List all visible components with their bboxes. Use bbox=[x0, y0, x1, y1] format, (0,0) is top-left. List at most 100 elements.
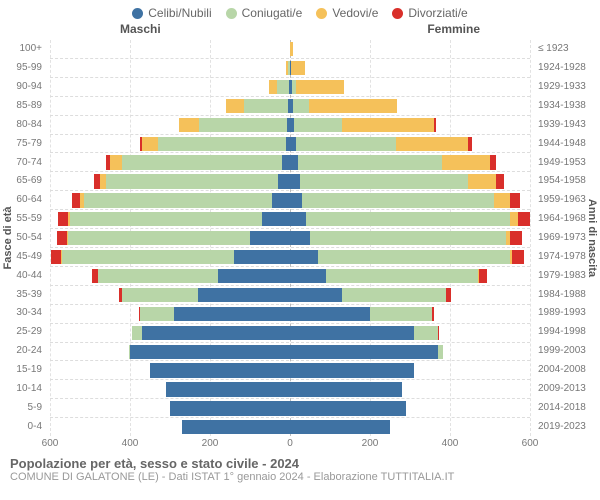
bar-segment bbox=[72, 193, 80, 207]
chart-area: Fasce di età Anni di nascita 100+95-9990… bbox=[0, 40, 600, 436]
pyramid-row bbox=[50, 361, 530, 380]
bar-segment bbox=[170, 401, 290, 415]
bar-segment bbox=[179, 118, 199, 132]
birth-year-label: 1964-1968 bbox=[534, 210, 600, 229]
bar-segment bbox=[296, 80, 344, 94]
bar-segment bbox=[342, 118, 434, 132]
bar-segment bbox=[244, 99, 288, 113]
legend-label: Celibi/Nubili bbox=[148, 6, 211, 20]
bar-segment bbox=[282, 155, 290, 169]
bar-segment bbox=[434, 118, 436, 132]
pyramid-row bbox=[50, 229, 530, 248]
bar-segment bbox=[84, 193, 272, 207]
bar-segment bbox=[290, 326, 414, 340]
bar-segment bbox=[140, 307, 174, 321]
age-label: 95-99 bbox=[0, 59, 46, 78]
bar-segment bbox=[199, 118, 287, 132]
female-half bbox=[290, 135, 530, 153]
pyramid-row bbox=[50, 380, 530, 399]
age-label: 65-69 bbox=[0, 172, 46, 191]
birth-year-label: 1979-1983 bbox=[534, 266, 600, 285]
age-label: 35-39 bbox=[0, 285, 46, 304]
bar-segment bbox=[272, 193, 290, 207]
pyramid-row bbox=[50, 59, 530, 78]
bar-segment bbox=[318, 250, 510, 264]
female-half bbox=[290, 343, 530, 361]
male-half bbox=[50, 248, 290, 266]
legend-item: Divorziati/e bbox=[392, 6, 467, 20]
bar-segment bbox=[510, 212, 518, 226]
legend-item: Coniugati/e bbox=[226, 6, 303, 20]
male-half bbox=[50, 210, 290, 228]
male-half bbox=[50, 116, 290, 134]
birth-year-label: 1999-2003 bbox=[534, 342, 600, 361]
bar-segment bbox=[122, 155, 282, 169]
bar-segment bbox=[132, 326, 142, 340]
bar-segment bbox=[98, 269, 218, 283]
age-label: 25-29 bbox=[0, 323, 46, 342]
female-half bbox=[290, 116, 530, 134]
bar-segment bbox=[518, 212, 530, 226]
birth-year-label: 1944-1948 bbox=[534, 134, 600, 153]
x-tick: 400 bbox=[442, 438, 459, 449]
birth-year-label: ≤ 1923 bbox=[534, 40, 600, 59]
female-half bbox=[290, 324, 530, 342]
male-half bbox=[50, 305, 290, 323]
bar-segment bbox=[122, 288, 198, 302]
bar-segment bbox=[262, 212, 290, 226]
male-half bbox=[50, 97, 290, 115]
bar-segment bbox=[51, 250, 61, 264]
x-tick: 200 bbox=[202, 438, 219, 449]
bar-segment bbox=[218, 269, 290, 283]
female-half bbox=[290, 229, 530, 247]
bar-segment bbox=[293, 99, 309, 113]
pyramid-row bbox=[50, 40, 530, 59]
x-tick: 400 bbox=[122, 438, 139, 449]
pyramid-row bbox=[50, 116, 530, 135]
female-header: Femmine bbox=[427, 22, 480, 36]
bar-segment bbox=[510, 193, 520, 207]
pyramid-row bbox=[50, 399, 530, 418]
bar-segment bbox=[479, 269, 487, 283]
bar-segment bbox=[442, 155, 490, 169]
birth-year-label: 1954-1958 bbox=[534, 172, 600, 191]
bar-segment bbox=[300, 174, 468, 188]
age-label: 85-89 bbox=[0, 97, 46, 116]
male-half bbox=[50, 153, 290, 171]
age-label: 10-14 bbox=[0, 379, 46, 398]
bar-segment bbox=[309, 99, 397, 113]
bar-segment bbox=[326, 269, 478, 283]
birth-year-label: 1929-1933 bbox=[534, 78, 600, 97]
age-label: 90-94 bbox=[0, 78, 46, 97]
legend-item: Vedovi/e bbox=[316, 6, 378, 20]
age-label: 30-34 bbox=[0, 304, 46, 323]
bar-segment bbox=[290, 155, 298, 169]
bar-segment bbox=[277, 80, 289, 94]
pyramid-row bbox=[50, 343, 530, 362]
female-half bbox=[290, 399, 530, 417]
bar-segment bbox=[446, 288, 451, 302]
bar-segment bbox=[158, 137, 286, 151]
female-half bbox=[290, 267, 530, 285]
y-right-labels: ≤ 19231924-19281929-19331934-19381939-19… bbox=[534, 40, 600, 436]
bar-segment bbox=[182, 420, 290, 434]
age-label: 50-54 bbox=[0, 229, 46, 248]
birth-year-label: 1994-1998 bbox=[534, 323, 600, 342]
bar-segment bbox=[290, 382, 402, 396]
x-tick: 0 bbox=[287, 438, 293, 449]
male-half bbox=[50, 418, 290, 436]
male-half bbox=[50, 324, 290, 342]
bar-segment bbox=[496, 174, 504, 188]
pyramid-row bbox=[50, 210, 530, 229]
pyramid-row bbox=[50, 172, 530, 191]
female-half bbox=[290, 210, 530, 228]
male-half bbox=[50, 399, 290, 417]
bar-segment bbox=[290, 193, 302, 207]
pyramid-row bbox=[50, 153, 530, 172]
bar-segment bbox=[142, 326, 290, 340]
bar-segment bbox=[438, 326, 439, 340]
bar-segment bbox=[174, 307, 290, 321]
age-label: 70-74 bbox=[0, 153, 46, 172]
pyramid-row bbox=[50, 418, 530, 436]
age-label: 100+ bbox=[0, 40, 46, 59]
